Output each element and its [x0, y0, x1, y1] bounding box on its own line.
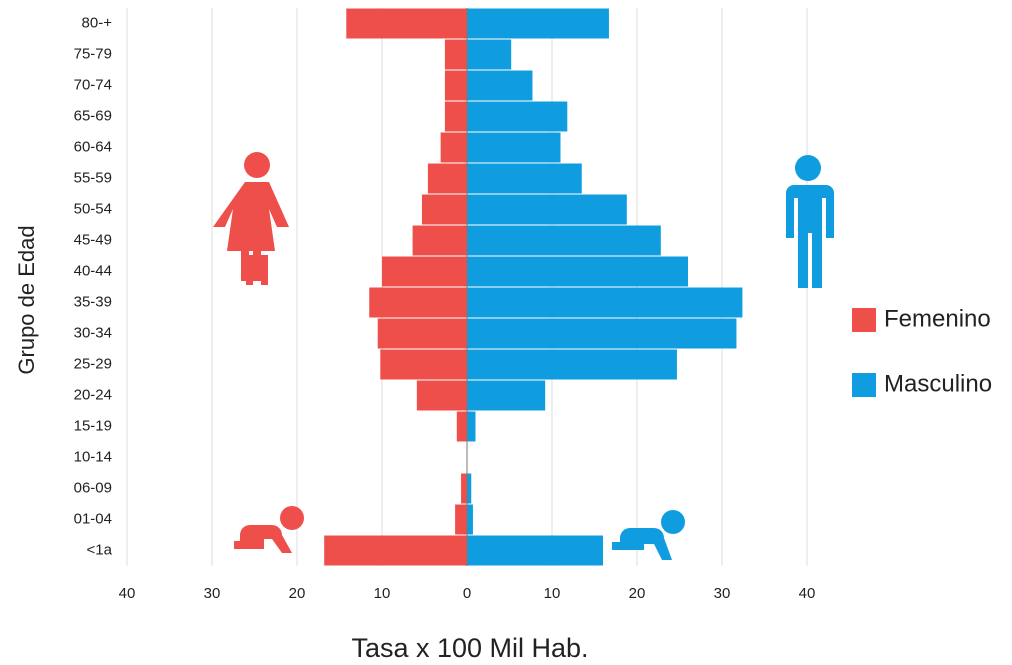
y-tick-label: 01-04	[74, 510, 112, 527]
bar	[467, 101, 568, 132]
bar	[382, 256, 467, 287]
bar	[416, 380, 467, 411]
y-tick-label: 20-24	[74, 386, 112, 403]
y-tick-label: 65-69	[74, 107, 112, 124]
x-tick-label: 20	[289, 585, 306, 602]
y-tick-label: 06-09	[74, 479, 112, 496]
baby-icon-female	[234, 506, 304, 553]
bar	[467, 349, 677, 380]
legend-label: Masculino	[884, 370, 992, 397]
bar	[467, 287, 743, 318]
y-tick-label: <1a	[87, 541, 113, 558]
y-tick-label: 60-64	[74, 138, 112, 155]
bar	[467, 70, 533, 101]
y-axis-title: Grupo de Edad	[14, 225, 39, 374]
bar	[467, 194, 627, 225]
bar	[467, 256, 688, 287]
y-tick-label: 30-34	[74, 324, 112, 341]
bar	[467, 380, 546, 411]
x-axis-title: Tasa x 100 Mil Hab.	[351, 633, 588, 663]
y-tick-label: 70-74	[74, 76, 112, 93]
x-tick-label: 10	[374, 585, 391, 602]
bar	[444, 39, 467, 70]
legend-swatch	[852, 373, 876, 397]
y-tick-label: 40-44	[74, 262, 112, 279]
bar	[467, 473, 472, 504]
y-tick-label: 45-49	[74, 231, 112, 248]
bar	[467, 163, 582, 194]
bar	[456, 411, 467, 442]
x-tick-label: 20	[629, 585, 646, 602]
y-tick-label: 55-59	[74, 169, 112, 186]
bar	[455, 504, 467, 535]
bar	[467, 535, 603, 566]
x-tick-label: 40	[799, 585, 816, 602]
legend: Femenino Masculino	[852, 305, 992, 397]
man-icon	[786, 155, 834, 288]
bar	[467, 411, 476, 442]
bar	[421, 194, 467, 225]
bar	[324, 535, 467, 566]
y-tick-label: 50-54	[74, 200, 112, 217]
y-tick-label: 10-14	[74, 448, 112, 465]
bar	[461, 473, 467, 504]
legend-swatch	[852, 308, 876, 332]
bar	[412, 225, 467, 256]
bar	[440, 132, 467, 163]
bar	[444, 70, 467, 101]
y-tick-label: 35-39	[74, 293, 112, 310]
bar	[377, 318, 467, 349]
y-tick-label: 80-+	[82, 14, 113, 31]
bar	[467, 225, 661, 256]
x-tick-label: 30	[714, 585, 731, 602]
bar	[467, 132, 561, 163]
bar	[467, 39, 512, 70]
woman-icon	[213, 152, 289, 285]
bar	[380, 349, 467, 380]
y-tick-label: 25-29	[74, 355, 112, 372]
bar	[467, 318, 737, 349]
x-tick-label: 30	[204, 585, 221, 602]
baby-icon-male	[612, 510, 685, 560]
y-tick-label: 15-19	[74, 417, 112, 434]
y-tick-label: 75-79	[74, 45, 112, 62]
bar	[369, 287, 467, 318]
bar	[467, 8, 609, 39]
bar	[444, 101, 467, 132]
x-tick-label: 0	[463, 585, 471, 602]
x-tick-label: 10	[544, 585, 561, 602]
legend-label: Femenino	[884, 305, 991, 332]
bar	[427, 163, 467, 194]
x-tick-label: 40	[119, 585, 136, 602]
bar	[346, 8, 467, 39]
bars	[324, 8, 743, 566]
bar	[467, 504, 473, 535]
